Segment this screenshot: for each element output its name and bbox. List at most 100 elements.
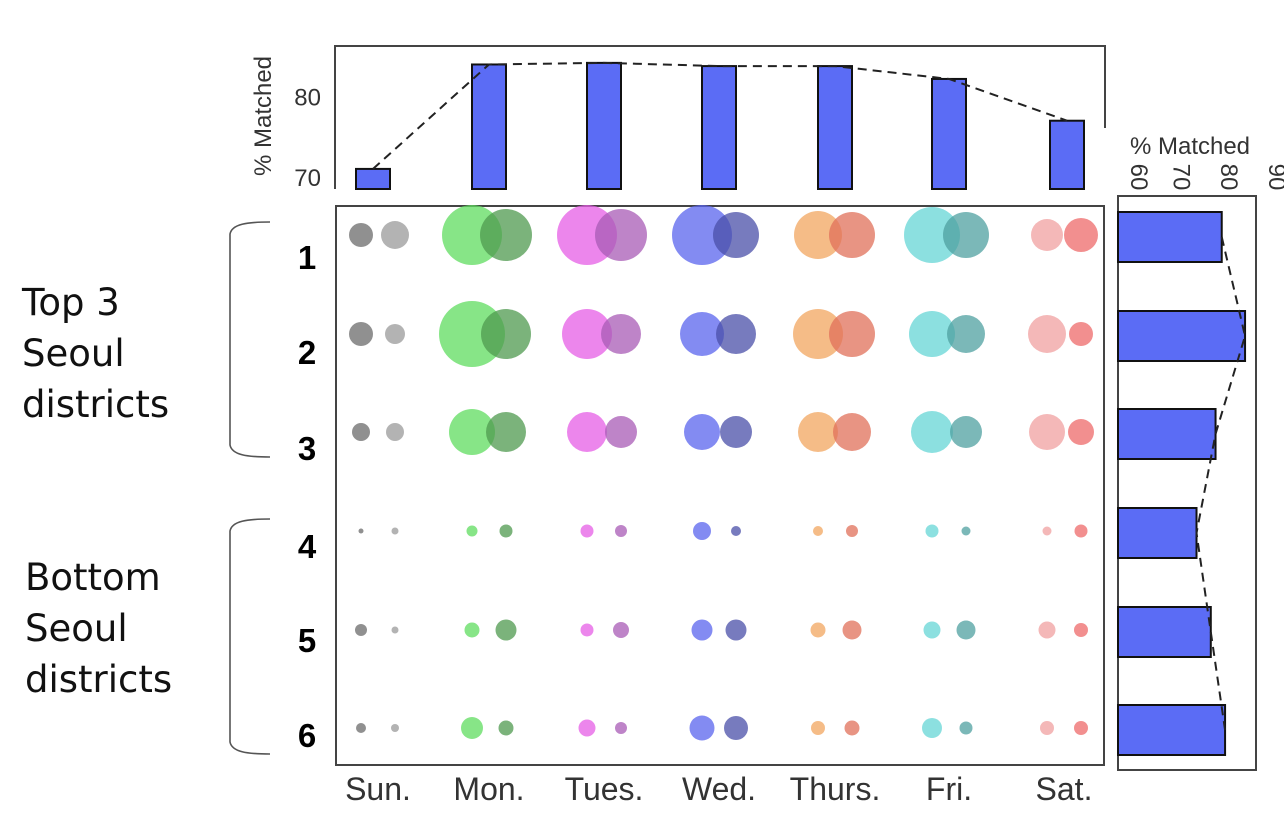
day-label-Fri.: Fri. xyxy=(926,771,972,807)
bubble-r4-Thurs.-a xyxy=(813,526,823,536)
day-label-Sun.: Sun. xyxy=(345,771,411,807)
right-bar-chart: 60 70 80 90 % Matched xyxy=(1117,133,1284,771)
bubble-r3-Sun.-b xyxy=(386,423,404,441)
bubble-r2-Fri.-b xyxy=(947,315,985,353)
bubble-r1-Fri.-a xyxy=(904,207,960,263)
top-chart-frame xyxy=(334,45,1106,189)
bubble-r2-Wed.-b xyxy=(716,314,756,354)
group-label-line: districts xyxy=(22,383,169,426)
right-xlabel: % Matched xyxy=(1130,133,1250,160)
bubble-r3-Sat.-a xyxy=(1029,414,1065,450)
bubble-r3-Fri.-b xyxy=(950,416,982,448)
bubble-r2-Sun.-a xyxy=(349,322,373,346)
top-bar-Wed. xyxy=(701,65,737,190)
bubble-r1-Sun.-a xyxy=(349,223,373,247)
right-bar-6 xyxy=(1117,704,1227,756)
bubble-r3-Mon.-a xyxy=(449,409,495,455)
group-label-line: Bottom xyxy=(25,556,161,599)
bubble-matrix: 1 2 3 4 5 6 Sun. Mon. Tues. Wed. Thurs. Fri. Sat. xyxy=(298,205,1105,807)
group-bracket xyxy=(229,518,271,755)
bubble-r2-Thurs.-b xyxy=(829,311,875,357)
bubble-r6-Wed.-a xyxy=(689,715,715,741)
top-bar-Fri. xyxy=(931,77,967,190)
bubble-r4-Sat.-a xyxy=(1042,526,1052,536)
bubble-r4-Sun.-b xyxy=(391,527,399,535)
bubble-r4-Wed.-a xyxy=(693,522,711,540)
bubble-r5-Sun.-b xyxy=(391,626,399,634)
bubble-r5-Tues.-b xyxy=(613,622,629,638)
bubble-r1-Fri.-b xyxy=(943,212,989,258)
row-label-4: 4 xyxy=(298,528,317,565)
right-trend-line xyxy=(1195,236,1247,731)
bubble-r3-Tues.-b xyxy=(605,416,637,448)
top-ytick-label: 80 xyxy=(294,85,321,112)
bubble-r2-Wed.-a xyxy=(680,312,724,356)
right-bar-1 xyxy=(1117,211,1223,263)
right-bar-5 xyxy=(1117,606,1212,658)
bubble-r1-Tues.-b xyxy=(595,209,647,261)
bubble-r1-Sun.-b xyxy=(381,221,409,249)
group-label-line: Seoul xyxy=(25,607,128,650)
bubble-r5-Sat.-b xyxy=(1074,623,1088,637)
bubble-r6-Sat.-b xyxy=(1074,721,1088,735)
bubble-r3-Sun.-a xyxy=(352,423,370,441)
top-bar-chart: 70 80 % Matched xyxy=(250,45,1106,192)
bubble-r4-Wed.-b xyxy=(731,526,741,536)
bubble-r1-Sat.-a xyxy=(1031,219,1063,251)
bubble-r6-Mon.-a xyxy=(461,717,483,739)
bubble-r5-Mon.-b xyxy=(495,619,517,641)
bubble-r6-Fri.-b xyxy=(959,721,973,735)
bubble-r4-Fri.-b xyxy=(961,526,971,536)
top-trend-line xyxy=(372,61,1068,170)
row-label-6: 6 xyxy=(298,717,316,754)
district-group-labels: Top 3 Seoul districts Bottom Seoul districts xyxy=(21,221,271,755)
right-xtick-label: 90 xyxy=(1263,164,1284,191)
bubble-r6-Mon.-b xyxy=(498,720,514,736)
right-chart-frame xyxy=(1117,195,1257,771)
bubble-r4-Tues.-b xyxy=(615,525,627,537)
bubble-r6-Fri.-a xyxy=(922,718,942,738)
bubble-r1-Mon.-b xyxy=(480,209,532,261)
bubble-r4-Fri.-a xyxy=(925,524,939,538)
row-label-1: 1 xyxy=(298,239,316,276)
bubble-r5-Tues.-a xyxy=(580,623,594,637)
right-bar-3 xyxy=(1117,408,1217,460)
bubble-r3-Tues.-a xyxy=(567,412,607,452)
bubble-r6-Wed.-b xyxy=(724,716,748,740)
bubble-r3-Wed.-a xyxy=(684,414,720,450)
bubble-r2-Tues.-a xyxy=(562,309,612,359)
right-bar-2 xyxy=(1117,310,1247,362)
group-label-line: districts xyxy=(25,658,172,701)
bubble-r4-Tues.-a xyxy=(580,524,594,538)
bubble-r5-Fri.-a xyxy=(923,621,941,639)
bubble-r2-Mon.-b xyxy=(481,309,531,359)
matrix-frame xyxy=(335,205,1105,766)
day-label-Thurs.: Thurs. xyxy=(790,771,881,807)
bubble-r2-Tues.-b xyxy=(601,314,641,354)
bubble-r1-Sat.-b xyxy=(1064,218,1098,252)
bubble-r2-Fri.-a xyxy=(909,311,955,357)
top-bar-Sun. xyxy=(355,167,391,190)
row-label-5: 5 xyxy=(298,622,316,659)
bubble-r6-Sat.-a xyxy=(1040,721,1054,735)
bubble-r4-Mon.-b xyxy=(499,524,513,538)
bubble-r2-Sun.-b xyxy=(385,324,405,344)
bubble-r2-Sat.-a xyxy=(1028,315,1066,353)
top-bar-Thurs. xyxy=(817,65,853,190)
top-bar-Tues. xyxy=(586,61,622,190)
group-label-line: Top 3 xyxy=(21,281,120,324)
right-xtick-label: 80 xyxy=(1215,164,1242,191)
right-bar-4 xyxy=(1117,507,1198,559)
bubble-r3-Sat.-b xyxy=(1068,419,1094,445)
group-label-line: Seoul xyxy=(22,332,125,375)
bubble-r6-Sun.-b xyxy=(391,724,399,732)
day-label-Sat.: Sat. xyxy=(1036,771,1093,807)
bubble-r5-Thurs.-b xyxy=(842,620,862,640)
bubble-r5-Sat.-a xyxy=(1038,621,1056,639)
bubble-r5-Wed.-a xyxy=(691,619,713,641)
top-bar-Sat. xyxy=(1049,119,1085,190)
bubble-r6-Tues.-b xyxy=(615,722,627,734)
bubble-r3-Mon.-b xyxy=(486,412,526,452)
bubble-r6-Tues.-a xyxy=(578,719,596,737)
